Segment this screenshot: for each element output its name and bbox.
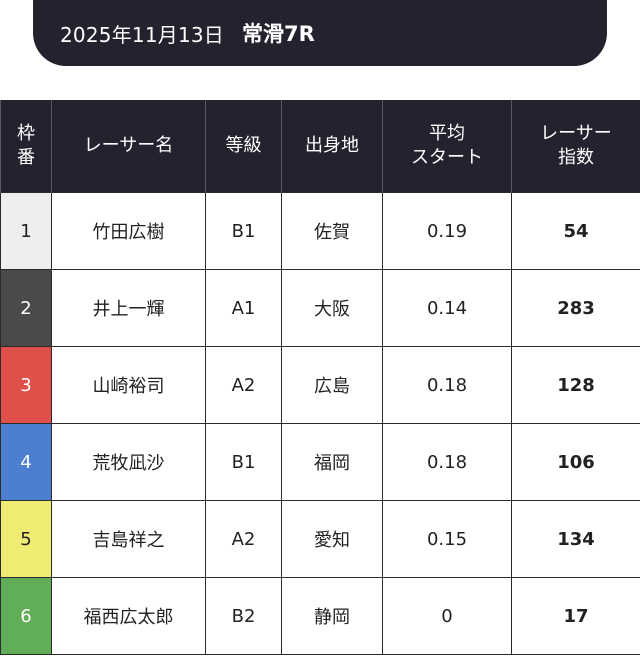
race-date: 2025年11月13日 <box>60 22 224 47</box>
racer-grade: A2 <box>205 346 282 424</box>
col-header-grade: 等級 <box>205 100 282 193</box>
col-header-frame: 枠 番 <box>0 100 52 193</box>
table-row: 3 山崎裕司 A2 広島 0.18 128 <box>0 346 640 424</box>
col-header-avg-start: 平均 スタート <box>382 100 512 193</box>
avg-start: 0.18 <box>382 346 512 424</box>
race-name: 常滑7R <box>242 22 315 46</box>
table-row: 6 福西広太郎 B2 静岡 0 17 <box>0 577 640 655</box>
col-header-racer-index: レーサー 指数 <box>511 100 640 193</box>
frame-number: 2 <box>0 269 52 347</box>
racer-table: 枠 番 レーサー名 等級 出身地 平均 スタート レーサー 指数 1 竹田広樹 … <box>0 100 640 655</box>
racer-grade: A2 <box>205 500 282 578</box>
racer-index: 17 <box>511 577 640 655</box>
col-header-name: レーサー名 <box>51 100 206 193</box>
racer-origin: 愛知 <box>281 500 383 578</box>
table-row: 4 荒牧凪沙 B1 福岡 0.18 106 <box>0 423 640 501</box>
frame-number: 1 <box>0 192 52 270</box>
avg-start: 0 <box>382 577 512 655</box>
avg-start: 0.15 <box>382 500 512 578</box>
table-row: 5 吉島祥之 A2 愛知 0.15 134 <box>0 500 640 578</box>
frame-number: 4 <box>0 423 52 501</box>
racer-grade: A1 <box>205 269 282 347</box>
racer-origin: 広島 <box>281 346 383 424</box>
racer-name: 竹田広樹 <box>51 192 206 270</box>
racer-name: 荒牧凪沙 <box>51 423 206 501</box>
frame-number: 5 <box>0 500 52 578</box>
racer-name: 井上一輝 <box>51 269 206 347</box>
racer-origin: 佐賀 <box>281 192 383 270</box>
racer-origin: 大阪 <box>281 269 383 347</box>
racer-name: 山崎裕司 <box>51 346 206 424</box>
racer-grade: B2 <box>205 577 282 655</box>
frame-number: 6 <box>0 577 52 655</box>
frame-number: 3 <box>0 346 52 424</box>
racer-origin: 福岡 <box>281 423 383 501</box>
table-row: 2 井上一輝 A1 大阪 0.14 283 <box>0 269 640 347</box>
racer-index: 128 <box>511 346 640 424</box>
avg-start: 0.18 <box>382 423 512 501</box>
racer-name: 吉島祥之 <box>51 500 206 578</box>
racer-index: 283 <box>511 269 640 347</box>
racer-index: 106 <box>511 423 640 501</box>
avg-start: 0.19 <box>382 192 512 270</box>
avg-start: 0.14 <box>382 269 512 347</box>
racer-index: 134 <box>511 500 640 578</box>
table-row: 1 竹田広樹 B1 佐賀 0.19 54 <box>0 192 640 270</box>
col-header-origin: 出身地 <box>281 100 383 193</box>
racer-grade: B1 <box>205 192 282 270</box>
racer-index: 54 <box>511 192 640 270</box>
racer-name: 福西広太郎 <box>51 577 206 655</box>
racer-grade: B1 <box>205 423 282 501</box>
race-header: 2025年11月13日 常滑7R <box>33 0 607 66</box>
table-header-row: 枠 番 レーサー名 等級 出身地 平均 スタート レーサー 指数 <box>0 100 640 193</box>
racer-origin: 静岡 <box>281 577 383 655</box>
